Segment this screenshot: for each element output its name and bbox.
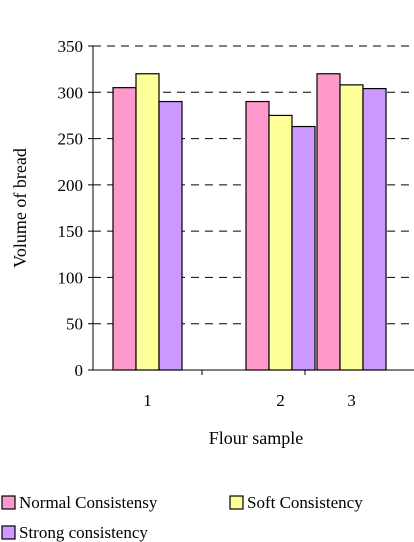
y-tick-label-200: 200: [58, 176, 84, 195]
x-axis-ticks: 1 2 3: [143, 370, 356, 410]
x-tick-label-1: 1: [143, 391, 152, 410]
bar-3-cat-2: [291, 125, 316, 371]
legend-swatch-2: [229, 495, 244, 510]
y-tick-label-300: 300: [58, 83, 84, 102]
y-tick-label-250: 250: [58, 130, 84, 149]
bar-3-cat-3: [362, 87, 387, 371]
y-axis-title: Volume of bread: [10, 148, 30, 268]
y-tick-label-100: 100: [58, 268, 84, 287]
legend: Normal Consistensy Soft Consistency Strong…: [1, 493, 363, 542]
y-tick-label-50: 50: [66, 315, 83, 334]
bars: [112, 73, 387, 371]
x-tick-label-2: 2: [276, 391, 285, 410]
legend-label-3: Strong consistency: [19, 523, 148, 542]
y-tick-label-350: 350: [58, 37, 84, 56]
x-tick-label-3: 3: [347, 391, 356, 410]
bar-2-cat-1: [135, 73, 160, 371]
legend-label-2: Soft Consistency: [247, 493, 363, 512]
bar-1-cat-1: [112, 87, 137, 371]
bar-3-cat-1: [158, 100, 183, 371]
legend-swatch-1: [1, 495, 16, 510]
y-tick-label-150: 150: [58, 222, 84, 241]
bar-1-cat-2: [245, 100, 270, 371]
bar-2-cat-3: [339, 84, 364, 371]
legend-label-1: Normal Consistensy: [19, 493, 158, 512]
axes: [92, 46, 414, 371]
bar-2-cat-2: [268, 114, 293, 371]
y-tick-label-0: 0: [75, 361, 84, 380]
y-axis-ticks: 0 50 100 150 200 250 300 350: [58, 37, 93, 380]
bar-1-cat-3: [316, 73, 341, 371]
legend-swatch-3: [1, 525, 16, 540]
x-axis-title: Flour sample: [209, 428, 304, 448]
